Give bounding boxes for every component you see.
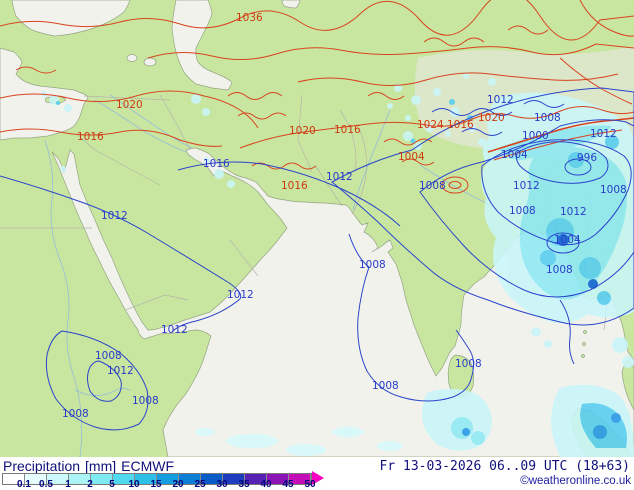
contour-label: 1008 (455, 358, 482, 370)
aral-sea (281, 0, 301, 9)
map-area: 1036 1020 1016 1020 1016 1024 1016 1020 1016 1004… (0, 0, 634, 457)
contour-label: 1016 (77, 131, 104, 143)
lake-urmia (143, 57, 157, 67)
contour-label: 1012 (560, 206, 587, 218)
contour-label: 1008 (534, 112, 561, 124)
parameter-label: Precipitation (3, 458, 81, 474)
contour-label: 1020 (116, 99, 143, 111)
contour-label: 1008 (62, 408, 89, 420)
color-scale-segment (47, 474, 69, 484)
model-label: ECMWF (121, 458, 175, 474)
contour-label: 1012 (487, 94, 514, 106)
contour-label: 1012 (107, 365, 134, 377)
color-scale-segment (135, 474, 157, 484)
contour-label: 996 (577, 152, 597, 164)
contour-label: 1012 (513, 180, 540, 192)
color-scale-segment (69, 474, 91, 484)
color-scale-segment (25, 474, 47, 484)
nile-river (44, 139, 83, 457)
legend-value: 0.5 (39, 479, 53, 490)
legend-value: 25 (194, 479, 206, 490)
unit-label: [mm] (85, 458, 117, 474)
legend-value: 20 (172, 479, 184, 490)
color-scale-segment (201, 474, 223, 484)
contour-label: 1008 (546, 264, 573, 276)
malay-peninsula (621, 359, 634, 411)
legend-value: 0.1 (17, 479, 31, 490)
legend-value: 1 (65, 479, 71, 490)
contour-label: 1008 (132, 395, 159, 407)
map-footer: Precipitation [mm] ECMWF Fr 13-03-2026 06.… (0, 457, 634, 490)
legend-value: 40 (260, 479, 272, 490)
contour-label: 1012 (326, 171, 353, 183)
contour-label: 1008 (419, 180, 446, 192)
legend-value: 50 (304, 479, 316, 490)
andaman-island (582, 342, 586, 346)
color-scale-segment (245, 474, 267, 484)
contour-label: 1004 (554, 234, 581, 246)
map-title: Precipitation [mm] ECMWF (3, 458, 174, 474)
contour-label: 1004 (398, 151, 425, 163)
black-sea (11, 0, 131, 37)
legend-value: 45 (282, 479, 294, 490)
legend-value: 30 (216, 479, 228, 490)
color-scale-segment (113, 474, 135, 484)
color-scale-segment (157, 474, 179, 484)
precipitation-color-scale (2, 473, 312, 485)
andaman-island (581, 354, 585, 358)
legend-value: 35 (238, 479, 250, 490)
contour-label: 1036 (236, 12, 263, 24)
precipitation-layer (41, 73, 634, 457)
color-scale-segment (179, 474, 201, 484)
color-scale-arrow-icon (312, 471, 324, 485)
contour-label: 1004 (501, 149, 528, 161)
contour-label: 1012 (161, 324, 188, 336)
caspian-sea (171, 0, 233, 91)
contour-label: 1012 (590, 128, 617, 140)
contour-label: 1016 (447, 119, 474, 131)
contour-label: 1008 (95, 350, 122, 362)
color-scale-segment (223, 474, 245, 484)
legend-value: 15 (150, 479, 162, 490)
legend-value: 10 (128, 479, 140, 490)
legend-value: 2 (87, 479, 93, 490)
contour-label: 1016 (334, 124, 361, 136)
contour-label: 1008 (372, 380, 399, 392)
contour-label: 1008 (600, 184, 627, 196)
color-scale-segment (3, 474, 25, 484)
contour-label: 1012 (101, 210, 128, 222)
contour-label: 1020 (289, 125, 316, 137)
lake-van (126, 54, 138, 62)
color-scale-segment (289, 474, 311, 484)
andaman-island (583, 330, 587, 334)
contour-label: 1016 (203, 158, 230, 170)
contour-label: 1020 (478, 112, 505, 124)
tigris-river (109, 94, 193, 149)
contour-label: 1016 (281, 180, 308, 192)
contour-label: 1008 (509, 205, 536, 217)
contour-label: 1012 (227, 289, 254, 301)
contour-label: 1024 (417, 119, 444, 131)
color-scale-segment (91, 474, 113, 484)
contour-label: 1000 (522, 130, 549, 142)
contour-label: 1008 (359, 259, 386, 271)
color-scale-segment (267, 474, 289, 484)
isobar-layer-blue (0, 87, 634, 431)
valid-time-label: Fr 13-03-2026 06..09 UTC (18+63) (379, 459, 630, 474)
legend-value: 5 (109, 479, 115, 490)
copyright-link[interactable]: ©weatheronline.co.uk (520, 475, 631, 487)
